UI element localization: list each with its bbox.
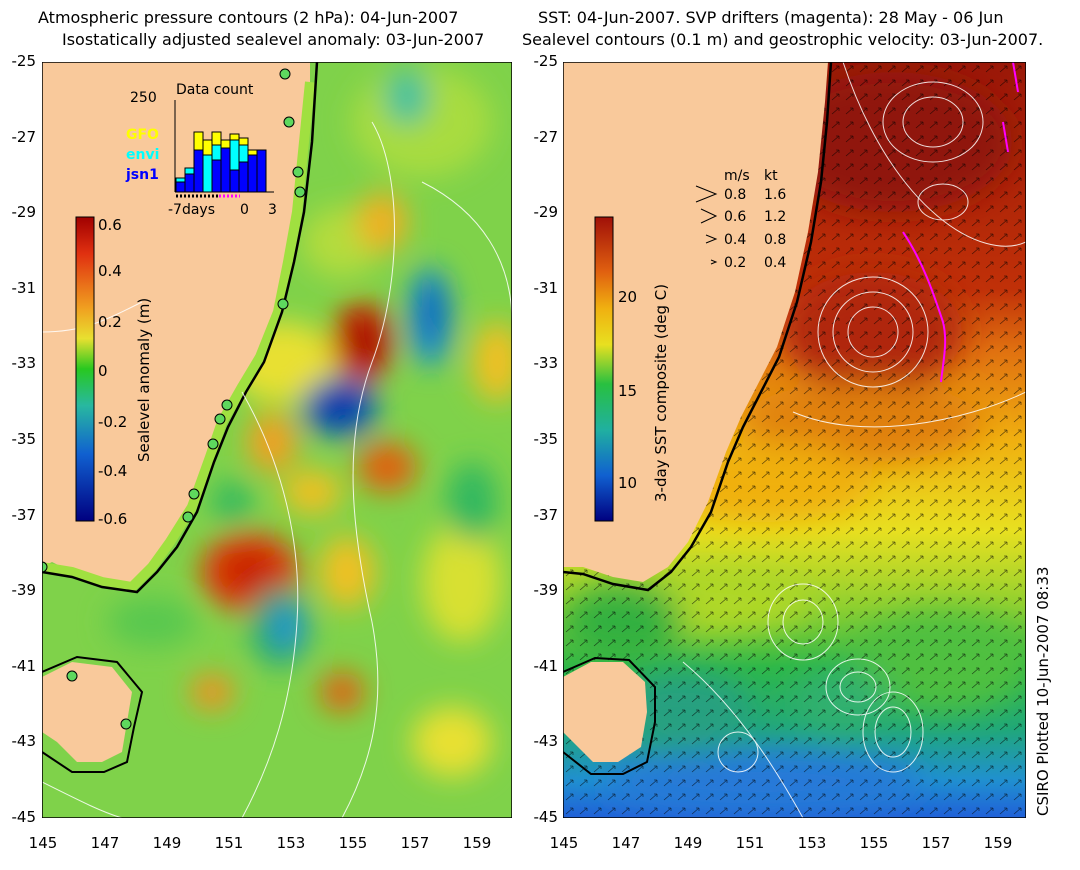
velocity-kt-3: 0.4 [764, 255, 787, 271]
sealevel-contours [682, 62, 1026, 818]
sla-tick-1: 0.4 [98, 262, 122, 280]
plot-credit: CSIRO Plotted 10-Jun-2007 08:33 [1034, 566, 1052, 816]
right-lat-tick: -37 [533, 505, 559, 524]
svp-drifter-tracks [902, 62, 1019, 383]
sla-tick-6: -0.6 [98, 510, 128, 528]
inset-x-zero: 0 [240, 202, 249, 218]
australia-mainland-sst [563, 62, 828, 582]
velocity-kt-2: 0.8 [764, 232, 787, 248]
right-lon-tick: 155 [859, 834, 889, 852]
right-lon-tick: 151 [735, 834, 765, 852]
sla-tick-2: 0.2 [98, 313, 122, 331]
sla-tick-4: -0.2 [98, 413, 128, 431]
velocity-ms-1: 0.6 [724, 209, 747, 225]
sla-colorbar [75, 216, 95, 522]
right-lon-tick: 153 [797, 834, 827, 852]
inset-sat-gfo: GFO [126, 127, 159, 143]
left-lon-tick: 145 [28, 834, 58, 852]
left-lat-tick: -45 [11, 808, 37, 826]
sla-tick-0: 0.6 [98, 216, 122, 234]
right-lon-tick: 157 [921, 834, 951, 852]
left-lon-tick: 149 [152, 834, 182, 852]
right-lon-tick: 145 [549, 834, 579, 852]
left-lon-tick: 157 [400, 834, 430, 852]
sst-colorbar-label: 3-day SST composite (deg C) [652, 283, 670, 502]
velocity-legend-header-kt: kt [764, 168, 778, 184]
right-title-line2: Sealevel contours (0.1 m) and geostrophi… [522, 30, 1044, 49]
left-lat-tick: -27 [11, 127, 37, 146]
left-lat-tick: -25 [11, 52, 37, 70]
sealevel-anomaly-map [42, 62, 512, 818]
sst-tick-20: 20 [618, 288, 638, 306]
australia-mainland [42, 62, 310, 587]
right-lat-tick: -45 [533, 808, 559, 826]
inset-x-end: 3 [268, 202, 277, 218]
left-lon-tick: 151 [214, 834, 244, 852]
sst-colorbar [594, 216, 614, 522]
right-lon-tick: 149 [673, 834, 703, 852]
velocity-legend-header-ms: m/s [724, 168, 750, 184]
right-lon-tick: 147 [611, 834, 641, 852]
velocity-ms-2: 0.4 [724, 232, 747, 248]
left-lon-tick: 155 [338, 834, 368, 852]
left-title-line2: Isostatically adjusted sealevel anomaly:… [62, 30, 485, 49]
sla-tick-5: -0.4 [98, 462, 128, 480]
right-lat-tick: -29 [533, 203, 559, 222]
right-lat-tick: -43 [533, 732, 559, 751]
right-lat-tick: -31 [533, 278, 559, 297]
left-lat-tick: -35 [11, 430, 37, 448]
left-lat-tick: -39 [11, 581, 37, 600]
velocity-legend-arrows [695, 185, 718, 265]
sst-tick-10: 10 [618, 474, 638, 492]
right-lat-tick: -27 [533, 127, 559, 146]
left-lat-tick: -29 [11, 203, 37, 222]
sla-colorbar-label: Sealevel anomaly (m) [135, 297, 153, 462]
left-lon-tick: 147 [90, 834, 120, 852]
velocity-ms-0: 0.8 [724, 187, 747, 203]
velocity-ms-3: 0.2 [724, 255, 747, 271]
right-title-line1: SST: 04-Jun-2007. SVP drifters (magenta)… [538, 8, 1004, 27]
inset-ymax: 250 [130, 90, 157, 106]
left-lat-tick: -33 [11, 354, 37, 373]
left-lat-tick: -43 [11, 732, 37, 751]
left-lat-tick: -37 [11, 505, 37, 524]
data-count-histogram [174, 100, 274, 198]
right-lat-tick: -33 [533, 354, 559, 373]
left-lon-tick: 159 [462, 834, 492, 852]
right-lat-tick: -35 [533, 430, 559, 448]
inset-sat-envi: envi [126, 147, 160, 163]
velocity-kt-0: 1.6 [764, 187, 787, 203]
left-lat-tick: -31 [11, 278, 37, 297]
velocity-kt-1: 1.2 [764, 209, 787, 225]
inset-sat-jsn1: jsn1 [126, 167, 159, 183]
right-lat-tick: -41 [533, 656, 559, 675]
inset-title: Data count [176, 82, 254, 98]
right-lon-tick: 159 [983, 834, 1013, 852]
left-title-line1: Atmospheric pressure contours (2 hPa): 0… [38, 8, 459, 27]
sst-map [563, 62, 1026, 818]
tasmania-sst [563, 662, 647, 762]
sst-tick-15: 15 [618, 382, 638, 400]
sla-tick-3: 0 [98, 362, 108, 380]
tasmania [42, 662, 132, 762]
left-lon-tick: 153 [276, 834, 306, 852]
right-lat-tick: -39 [533, 581, 559, 600]
left-lat-tick: -41 [11, 656, 37, 675]
right-lat-tick: -25 [533, 52, 559, 70]
inset-x-start: -7days [168, 202, 216, 218]
shelf-contour [42, 62, 319, 594]
tide-gauge-markers [42, 68, 306, 730]
